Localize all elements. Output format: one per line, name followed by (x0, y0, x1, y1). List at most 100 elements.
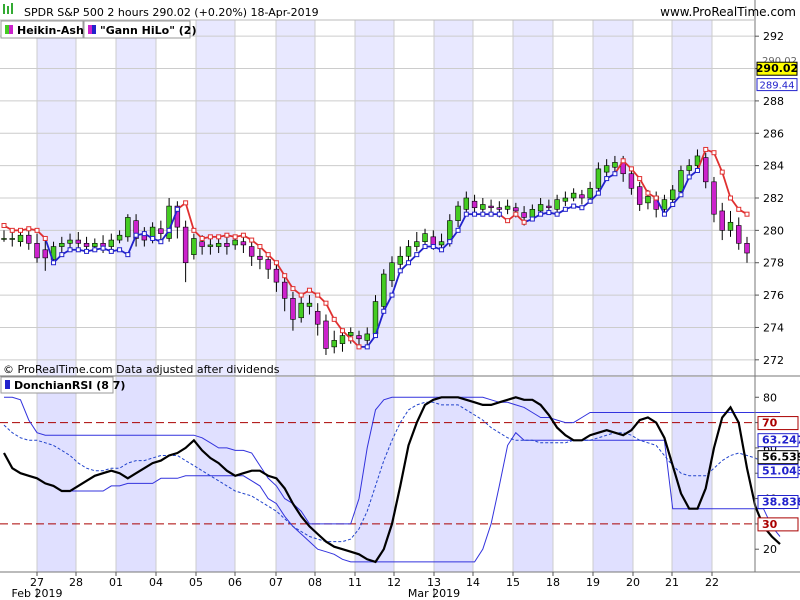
candle-up (645, 196, 651, 204)
gann-hilo-marker (224, 232, 230, 238)
copyright-note: © ProRealTime.com Data adjusted after di… (3, 363, 280, 376)
gann-hilo-marker (463, 211, 469, 217)
heikin-down-swatch (9, 25, 13, 34)
candle-down (199, 241, 205, 247)
gann-hilo-marker (711, 150, 717, 156)
candle-up (587, 187, 593, 199)
gann-hilo-segment (325, 302, 336, 320)
last-price-badge-text: 290.02 (756, 62, 798, 75)
weekday-bands (37, 20, 712, 572)
x-tick-label: 15 (506, 576, 520, 589)
gann-hilo-marker (546, 210, 552, 216)
candle-down (248, 246, 255, 257)
gann-hilo-marker (306, 287, 312, 293)
candle-down (158, 228, 164, 234)
price-tick-label: 282 (763, 192, 784, 205)
price-tick-label: 274 (763, 321, 784, 334)
gann-hilo-marker (686, 174, 692, 180)
gann-hilo-marker (339, 328, 345, 334)
candle-down (513, 207, 519, 212)
donchian-lower-line (3, 431, 781, 563)
gann-hilo-marker (364, 344, 370, 350)
gann-hilo-legend-box[interactable] (83, 20, 191, 39)
gann-hilo-marker (150, 235, 156, 241)
donchian-legend-box[interactable] (0, 376, 114, 394)
gann-hilo-marker (480, 211, 486, 217)
candle-down (628, 173, 635, 189)
candle-down (323, 320, 329, 349)
price-tick-label: 284 (763, 160, 784, 173)
gann-hilo-marker (207, 234, 213, 240)
candle-up (397, 255, 403, 265)
candle-down (34, 243, 40, 259)
gann-hilo-marker (653, 195, 659, 201)
gann-hilo-marker (595, 190, 601, 196)
candle-up (669, 189, 676, 200)
x-tick-label: 08 (308, 576, 322, 589)
candle-up (67, 239, 73, 244)
heikin-ashi-legend-box[interactable] (0, 20, 84, 39)
candle-up (364, 333, 370, 341)
gann-hilo-marker (587, 198, 593, 204)
rsi-value-badge-text: 63.247 (762, 434, 800, 447)
gann-hilo-marker (18, 227, 24, 233)
candle-down (636, 186, 643, 205)
gann-hilo-segment (184, 202, 195, 231)
x-tick-label: 05 (189, 576, 203, 589)
grid-lines (0, 20, 755, 572)
gann-hilo-marker (406, 260, 412, 266)
rsi-value-badge-box (757, 464, 799, 479)
price-tick-label: 286 (763, 127, 784, 140)
candle-down (356, 335, 362, 340)
gann-hilo-marker (628, 166, 634, 172)
donchian-swatch (5, 380, 10, 389)
gann-hilo-marker (240, 232, 246, 238)
candle-up (1, 238, 7, 240)
gann-hilo-marker (472, 211, 478, 217)
gann-hilo-marker (348, 336, 354, 342)
candle-up (125, 217, 131, 238)
candle-down (719, 210, 725, 231)
gann-hilo-marker (265, 252, 271, 258)
gann-hilo-marker (521, 219, 527, 225)
candle-down (488, 205, 494, 209)
candle-up (116, 234, 123, 241)
month-label: Feb 2019 (12, 587, 63, 600)
candle-up (529, 209, 536, 218)
candle-up (504, 205, 511, 210)
gann-hilo-marker (67, 247, 73, 253)
header: SPDR S&P 500 2 hours 290.02 (+0.20%) 18-… (3, 3, 796, 19)
price-tick-label: 292 (763, 30, 784, 43)
month-label: Mar 2019 (408, 587, 460, 600)
gann-hilo-marker (232, 234, 238, 240)
gann-hilo-marker (216, 234, 222, 240)
site-label[interactable]: www.ProRealTime.com (660, 5, 796, 19)
candle-up (306, 302, 313, 307)
gann-hilo-marker (323, 300, 329, 306)
x-tick-label: 18 (546, 576, 560, 589)
gann-hilo-marker (59, 252, 65, 258)
candle-up (9, 238, 15, 240)
rsi-value-badge-box (757, 517, 799, 532)
candle-up (570, 192, 577, 199)
rsi-plot (0, 396, 781, 564)
candle-down (315, 310, 321, 325)
candle-up (554, 199, 560, 210)
gann-hilo-marker (356, 344, 362, 350)
x-tick-label: 14 (466, 576, 480, 589)
price-tick-label: 280 (763, 224, 784, 237)
candle-up (455, 205, 461, 221)
candle-down (83, 243, 90, 247)
gann-hilo-marker (719, 169, 725, 175)
candle-up (207, 244, 214, 247)
gann-hilo-marker (703, 146, 709, 152)
gann-hilo-marker (694, 167, 700, 173)
rsi-band (593, 377, 633, 572)
donchian-mid-line (3, 401, 781, 543)
gann-hilo-segment (168, 208, 179, 231)
gann-hilo-marker (183, 200, 189, 206)
gann-hilo-marker (513, 211, 519, 217)
candle-down (496, 207, 503, 210)
candle-down (430, 236, 436, 246)
candle-up (414, 241, 420, 247)
